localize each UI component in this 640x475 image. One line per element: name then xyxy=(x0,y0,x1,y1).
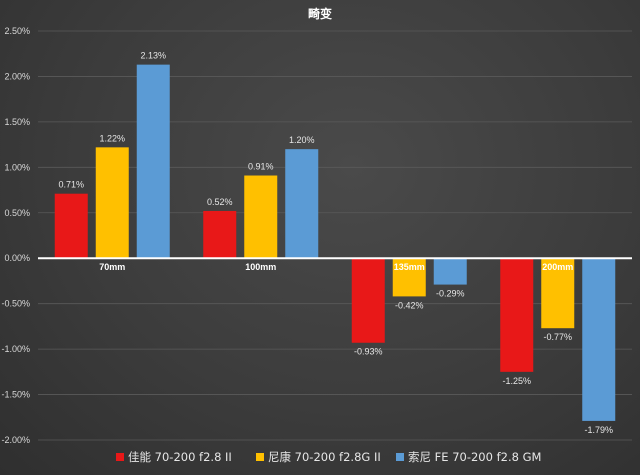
y-tick-label: -1.50% xyxy=(1,390,30,400)
bar xyxy=(392,258,426,297)
data-label: 1.20% xyxy=(289,135,315,145)
legend-entry: 索尼 FE 70-200 f2.8 GM xyxy=(408,450,541,464)
category-label: 70mm xyxy=(99,262,125,272)
data-label: -0.93% xyxy=(354,347,383,357)
category-label: 200mm xyxy=(542,262,573,272)
bar xyxy=(433,258,467,285)
data-label: 1.22% xyxy=(99,133,125,143)
y-tick-label: -0.50% xyxy=(1,299,30,309)
data-label: -0.29% xyxy=(436,289,465,299)
y-tick-label: 0.00% xyxy=(4,253,30,263)
bar xyxy=(285,149,319,259)
data-label: -0.77% xyxy=(543,332,572,342)
legend-swatch xyxy=(116,453,124,461)
y-tick-label: 2.00% xyxy=(4,71,30,81)
data-label: -1.79% xyxy=(584,425,613,435)
y-tick-label: 1.00% xyxy=(4,162,30,172)
data-label: 0.71% xyxy=(58,180,84,190)
data-label: 0.91% xyxy=(248,162,274,172)
y-tick-label: 1.50% xyxy=(4,117,30,127)
category-label: 135mm xyxy=(394,262,425,272)
chart-title: 畸变 xyxy=(308,6,332,21)
y-tick-label: -2.00% xyxy=(1,435,30,445)
data-label: -0.42% xyxy=(395,300,424,310)
bar xyxy=(136,64,170,259)
legend-entry: 佳能 70-200 f2.8 II xyxy=(128,450,232,464)
data-label: 2.13% xyxy=(140,51,166,61)
bars xyxy=(54,64,616,421)
bar xyxy=(541,258,575,329)
bar xyxy=(500,258,534,372)
bar xyxy=(95,147,129,259)
category-label: 100mm xyxy=(245,262,276,272)
bar xyxy=(351,258,385,343)
data-labels: 0.71% 1.22% 2.13% 0.52% 0.91% 1.20% -0.93% -0.4… xyxy=(58,51,613,435)
bar xyxy=(54,193,88,259)
bar xyxy=(582,258,616,421)
legend-swatch xyxy=(396,453,404,461)
y-tick-label: -1.00% xyxy=(1,344,30,354)
bar xyxy=(244,175,278,259)
data-label: 0.52% xyxy=(207,197,233,207)
y-tick-label: 0.50% xyxy=(4,208,30,218)
legend-swatch xyxy=(256,453,264,461)
y-axis-ticks: 2.50% 2.00% 1.50% 1.00% 0.50% 0.00% -0.50% -1.0… xyxy=(1,26,30,445)
legend-entry: 尼康 70-200 f2.8G II xyxy=(268,450,381,464)
category-labels: 70mm 100mm 135mm 200mm xyxy=(38,257,632,272)
legend: 佳能 70-200 f2.8 II 尼康 70-200 f2.8G II 索尼 FE… xyxy=(116,450,541,464)
data-label: -1.25% xyxy=(502,376,531,386)
bar xyxy=(203,210,237,259)
y-tick-label: 2.50% xyxy=(4,26,30,36)
